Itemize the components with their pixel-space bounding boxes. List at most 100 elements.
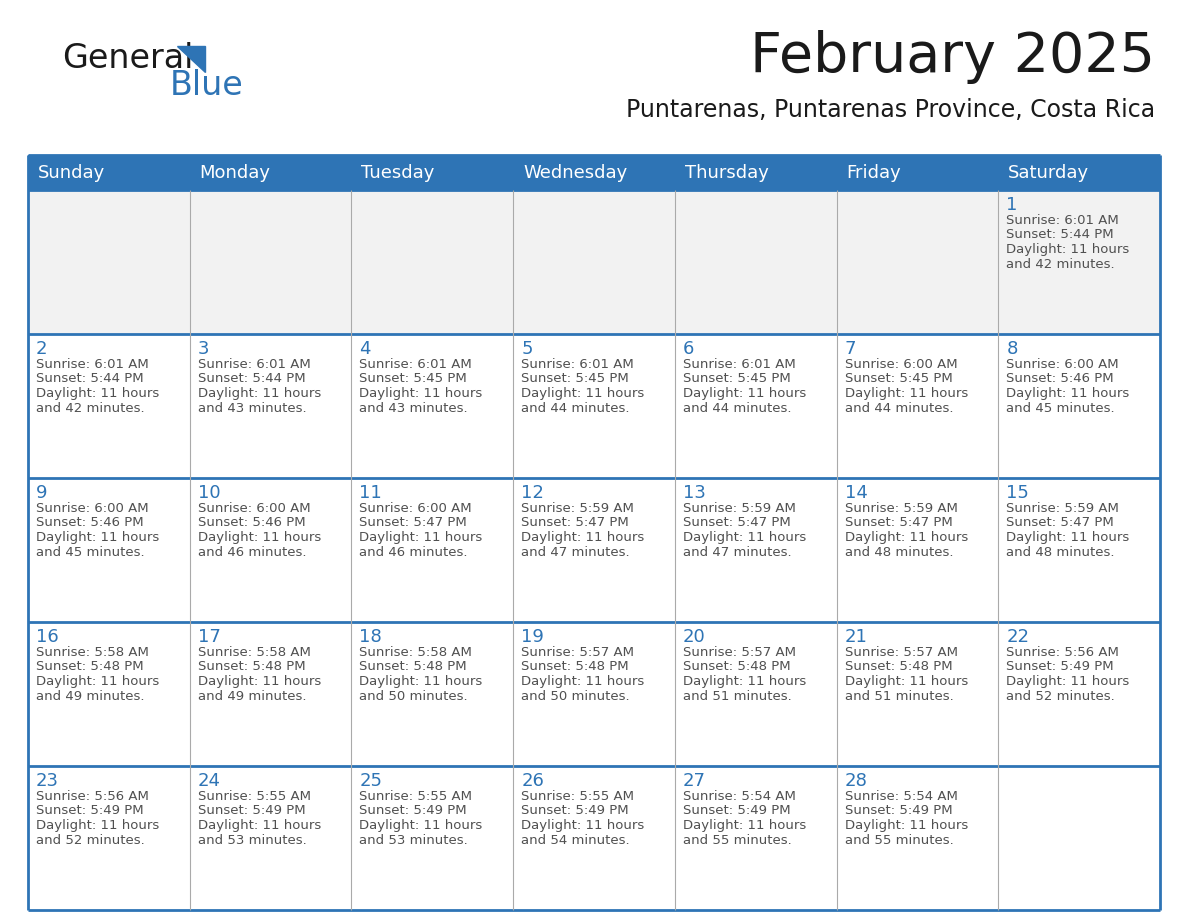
Text: and 45 minutes.: and 45 minutes. xyxy=(1006,401,1114,415)
Text: Daylight: 11 hours: Daylight: 11 hours xyxy=(36,387,159,400)
Text: and 42 minutes.: and 42 minutes. xyxy=(36,401,145,415)
Text: Monday: Monday xyxy=(200,163,271,182)
Text: Sunset: 5:49 PM: Sunset: 5:49 PM xyxy=(683,804,790,818)
Text: 2: 2 xyxy=(36,340,48,358)
Text: Daylight: 11 hours: Daylight: 11 hours xyxy=(197,675,321,688)
Text: and 55 minutes.: and 55 minutes. xyxy=(845,834,953,846)
Text: 15: 15 xyxy=(1006,484,1029,502)
Text: Sunrise: 5:54 AM: Sunrise: 5:54 AM xyxy=(845,790,958,803)
Text: Sunrise: 5:57 AM: Sunrise: 5:57 AM xyxy=(683,646,796,659)
Text: Sunrise: 5:55 AM: Sunrise: 5:55 AM xyxy=(522,790,634,803)
Text: 4: 4 xyxy=(360,340,371,358)
Text: Sunset: 5:45 PM: Sunset: 5:45 PM xyxy=(683,373,790,386)
Text: Daylight: 11 hours: Daylight: 11 hours xyxy=(683,675,807,688)
Text: and 51 minutes.: and 51 minutes. xyxy=(683,689,791,702)
Text: Sunset: 5:48 PM: Sunset: 5:48 PM xyxy=(522,660,628,674)
Text: and 54 minutes.: and 54 minutes. xyxy=(522,834,630,846)
Text: Daylight: 11 hours: Daylight: 11 hours xyxy=(36,675,159,688)
Text: Sunset: 5:47 PM: Sunset: 5:47 PM xyxy=(683,517,790,530)
Bar xyxy=(513,155,675,190)
Text: Sunset: 5:46 PM: Sunset: 5:46 PM xyxy=(1006,373,1114,386)
Text: Daylight: 11 hours: Daylight: 11 hours xyxy=(360,819,482,832)
Text: 12: 12 xyxy=(522,484,544,502)
Bar xyxy=(836,155,998,190)
Text: Daylight: 11 hours: Daylight: 11 hours xyxy=(1006,243,1130,256)
Text: Sunrise: 6:01 AM: Sunrise: 6:01 AM xyxy=(360,358,472,371)
Text: and 44 minutes.: and 44 minutes. xyxy=(845,401,953,415)
Text: Sunrise: 5:54 AM: Sunrise: 5:54 AM xyxy=(683,790,796,803)
Text: and 53 minutes.: and 53 minutes. xyxy=(360,834,468,846)
Text: Sunrise: 6:01 AM: Sunrise: 6:01 AM xyxy=(683,358,796,371)
Text: Sunrise: 6:00 AM: Sunrise: 6:00 AM xyxy=(360,502,472,515)
Text: Saturday: Saturday xyxy=(1009,163,1089,182)
Text: Daylight: 11 hours: Daylight: 11 hours xyxy=(845,531,968,544)
Text: Daylight: 11 hours: Daylight: 11 hours xyxy=(360,387,482,400)
Text: Daylight: 11 hours: Daylight: 11 hours xyxy=(683,387,807,400)
Text: Daylight: 11 hours: Daylight: 11 hours xyxy=(522,387,644,400)
Text: Sunset: 5:49 PM: Sunset: 5:49 PM xyxy=(1006,660,1114,674)
Text: Daylight: 11 hours: Daylight: 11 hours xyxy=(845,387,968,400)
Text: Sunset: 5:47 PM: Sunset: 5:47 PM xyxy=(360,517,467,530)
Text: Sunset: 5:49 PM: Sunset: 5:49 PM xyxy=(522,804,628,818)
Text: 5: 5 xyxy=(522,340,532,358)
Text: 27: 27 xyxy=(683,772,706,790)
Text: Sunset: 5:45 PM: Sunset: 5:45 PM xyxy=(845,373,953,386)
Text: 22: 22 xyxy=(1006,628,1029,646)
Text: Sunset: 5:45 PM: Sunset: 5:45 PM xyxy=(360,373,467,386)
Text: Daylight: 11 hours: Daylight: 11 hours xyxy=(522,819,644,832)
Text: Sunrise: 5:59 AM: Sunrise: 5:59 AM xyxy=(1006,502,1119,515)
Text: and 47 minutes.: and 47 minutes. xyxy=(683,545,791,558)
Text: 24: 24 xyxy=(197,772,221,790)
Text: Daylight: 11 hours: Daylight: 11 hours xyxy=(683,531,807,544)
Text: 21: 21 xyxy=(845,628,867,646)
Text: Sunrise: 6:01 AM: Sunrise: 6:01 AM xyxy=(1006,214,1119,227)
Text: and 46 minutes.: and 46 minutes. xyxy=(360,545,468,558)
Text: Daylight: 11 hours: Daylight: 11 hours xyxy=(36,531,159,544)
Text: Sunrise: 5:59 AM: Sunrise: 5:59 AM xyxy=(683,502,796,515)
Text: and 45 minutes.: and 45 minutes. xyxy=(36,545,145,558)
Text: 17: 17 xyxy=(197,628,221,646)
Text: Sunset: 5:48 PM: Sunset: 5:48 PM xyxy=(197,660,305,674)
Bar xyxy=(352,155,513,190)
Text: and 48 minutes.: and 48 minutes. xyxy=(845,545,953,558)
Bar xyxy=(29,334,1159,478)
Text: Sunrise: 6:00 AM: Sunrise: 6:00 AM xyxy=(197,502,310,515)
Text: Sunday: Sunday xyxy=(38,163,106,182)
Text: 8: 8 xyxy=(1006,340,1018,358)
Text: Daylight: 11 hours: Daylight: 11 hours xyxy=(683,819,807,832)
Text: and 52 minutes.: and 52 minutes. xyxy=(36,834,145,846)
Text: Daylight: 11 hours: Daylight: 11 hours xyxy=(522,531,644,544)
Text: General: General xyxy=(62,42,194,75)
Text: Sunrise: 5:58 AM: Sunrise: 5:58 AM xyxy=(197,646,310,659)
Bar xyxy=(29,478,1159,622)
Text: Sunrise: 5:55 AM: Sunrise: 5:55 AM xyxy=(197,790,311,803)
Text: and 44 minutes.: and 44 minutes. xyxy=(522,401,630,415)
Text: Tuesday: Tuesday xyxy=(361,163,435,182)
Text: and 49 minutes.: and 49 minutes. xyxy=(36,689,145,702)
Text: 3: 3 xyxy=(197,340,209,358)
Text: Friday: Friday xyxy=(847,163,902,182)
Bar xyxy=(190,155,352,190)
Text: Sunset: 5:49 PM: Sunset: 5:49 PM xyxy=(845,804,953,818)
Text: 20: 20 xyxy=(683,628,706,646)
Text: Sunset: 5:46 PM: Sunset: 5:46 PM xyxy=(36,517,144,530)
Text: and 46 minutes.: and 46 minutes. xyxy=(197,545,307,558)
Text: Thursday: Thursday xyxy=(684,163,769,182)
Text: Sunrise: 5:56 AM: Sunrise: 5:56 AM xyxy=(1006,646,1119,659)
Text: Daylight: 11 hours: Daylight: 11 hours xyxy=(1006,675,1130,688)
Text: 11: 11 xyxy=(360,484,383,502)
Polygon shape xyxy=(177,46,206,72)
Bar xyxy=(29,766,1159,910)
Text: and 51 minutes.: and 51 minutes. xyxy=(845,689,953,702)
Text: 25: 25 xyxy=(360,772,383,790)
Text: Sunset: 5:47 PM: Sunset: 5:47 PM xyxy=(1006,517,1114,530)
Text: Sunset: 5:48 PM: Sunset: 5:48 PM xyxy=(36,660,144,674)
Text: Sunset: 5:44 PM: Sunset: 5:44 PM xyxy=(197,373,305,386)
Bar xyxy=(29,622,1159,766)
Text: Daylight: 11 hours: Daylight: 11 hours xyxy=(1006,387,1130,400)
Text: 19: 19 xyxy=(522,628,544,646)
Bar xyxy=(998,155,1159,190)
Text: and 55 minutes.: and 55 minutes. xyxy=(683,834,791,846)
Bar xyxy=(29,190,1159,334)
Text: Sunrise: 6:00 AM: Sunrise: 6:00 AM xyxy=(36,502,148,515)
